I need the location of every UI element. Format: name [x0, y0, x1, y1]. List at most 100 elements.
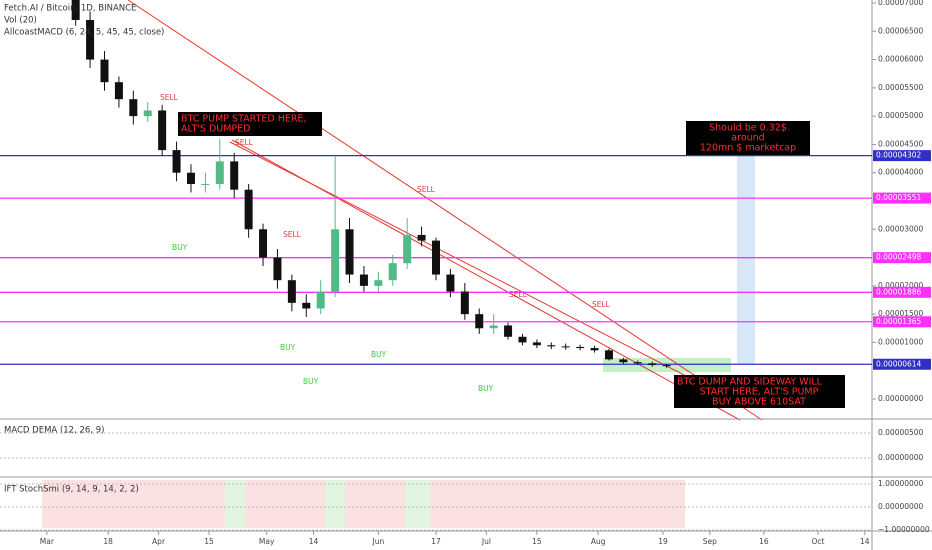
annotation-box	[178, 112, 322, 136]
y-tick-label: 0.00004000	[878, 168, 924, 177]
candle-body	[230, 161, 239, 190]
level-label: 0.00001886	[876, 287, 922, 296]
candle-body	[244, 189, 253, 230]
sell-label: SELL	[417, 185, 436, 194]
x-tick-label: 14	[309, 537, 319, 546]
candle-body	[215, 161, 224, 185]
annotation-text: around	[731, 133, 764, 144]
y-tick-label: 0.00005500	[878, 83, 924, 92]
candle-body	[432, 240, 440, 275]
annotation-text: BUY ABOVE 610SAT	[712, 397, 806, 408]
candle-body	[504, 325, 513, 337]
buy-label: BUY	[371, 350, 387, 359]
trend-line	[229, 141, 691, 379]
trend-line	[127, 0, 763, 421]
x-tick-label: Jul	[481, 537, 491, 546]
level-tag	[873, 192, 931, 204]
y-tick-label: 0.00005000	[878, 111, 924, 120]
stoch-zone-green	[225, 480, 245, 528]
candle-body	[417, 234, 426, 241]
level-tag	[873, 316, 931, 328]
stoch-zone-green	[405, 480, 430, 528]
candle-body	[648, 363, 657, 366]
candle-body	[201, 184, 210, 186]
annotation-box	[674, 375, 845, 408]
annotation-text: BTC DUMP AND SIDEWAY WILL	[677, 377, 823, 388]
candle-body	[374, 280, 383, 286]
candle-body	[489, 325, 498, 329]
y-tick-label: 0.00001000	[878, 337, 924, 346]
candle-body	[561, 346, 570, 348]
candle-body	[547, 345, 556, 347]
pane-title: MACD DEMA (12, 26, 9)	[4, 426, 104, 436]
candle-body	[403, 234, 412, 264]
candle-body	[475, 314, 484, 329]
x-tick-label: Aug	[591, 537, 606, 546]
buy-label: BUY	[172, 243, 188, 252]
level-label: 0.00003551	[876, 193, 922, 202]
candle-body	[604, 350, 613, 360]
pane-tick-label: 0.00000000	[878, 453, 924, 462]
y-tick-label: 0.00007000	[878, 0, 924, 7]
y-tick-label: 0.00006500	[878, 26, 924, 35]
x-tick-label: 17	[431, 537, 441, 546]
x-tick-label: 19	[658, 537, 668, 546]
sell-label: SELL	[283, 230, 302, 239]
annotation-text: BTC PUMP STARTED HERE,	[181, 114, 306, 125]
candle-body	[316, 291, 325, 309]
sell-label: SELL	[235, 138, 254, 147]
candle-body	[576, 346, 585, 349]
indicator-label: Vol (20)	[4, 16, 37, 26]
level-tag	[873, 150, 931, 162]
y-tick-label: 0.00000000	[878, 394, 924, 403]
plot-layer	[0, 0, 872, 368]
x-tick-label: Mar	[40, 537, 55, 546]
candle-body	[388, 263, 397, 281]
pane-title: IFT StochSmi (9, 14, 9, 14, 2, 2)	[4, 485, 139, 495]
candle-body	[100, 59, 109, 83]
level-label: 0.00001365	[876, 317, 922, 326]
annotation-text: Should be 0.32$	[709, 123, 787, 134]
sell-label: SELL	[592, 300, 611, 309]
x-tick-label: Jun	[371, 537, 384, 546]
stoch-zone-green	[325, 480, 345, 528]
candle-body	[172, 150, 181, 173]
level-tag	[873, 252, 931, 264]
x-tick-label: Apr	[152, 537, 166, 546]
level-tag	[873, 358, 931, 370]
sell-label: SELL	[160, 93, 179, 102]
pane-tick-label: 1.00000000	[878, 479, 924, 488]
candle-body	[518, 336, 527, 343]
level-label: 0.00004302	[876, 151, 922, 160]
candle-body	[532, 342, 541, 346]
candle-body	[590, 348, 599, 351]
annotation-text: ALT'S DUMPED	[181, 124, 250, 135]
level-tag	[873, 286, 931, 298]
candle-body	[114, 82, 123, 100]
annotation-text: 120mn $ marketcap	[700, 143, 796, 154]
x-tick-label: 15	[532, 537, 542, 546]
x-tick-label: 15	[204, 537, 214, 546]
pane-tick-label: −1.00000000	[878, 525, 930, 534]
candle-body	[71, 0, 80, 20]
x-tick-label: Sep	[703, 537, 717, 546]
x-tick-label: 14	[860, 537, 870, 546]
candle-body	[302, 302, 311, 309]
chart-title: Fetch.AI / Bitcoin, 1D, BINANCE	[4, 4, 136, 14]
buy-label: BUY	[280, 343, 296, 352]
candle-body	[633, 362, 642, 364]
candle-body	[287, 280, 296, 303]
candle-body	[86, 19, 95, 60]
candle-body	[259, 229, 268, 258]
candle-body	[662, 365, 671, 367]
y-tick-label: 0.00004500	[878, 139, 924, 148]
candle-body	[446, 274, 455, 292]
x-tick-label: 18	[103, 537, 113, 546]
candle-body	[619, 359, 628, 363]
indicator-label: AllcoastMACD (6, 24, 5, 45, 45, close)	[4, 28, 164, 38]
candle-body	[331, 229, 340, 292]
annotation-box	[686, 121, 810, 155]
level-label: 0.00002498	[876, 253, 922, 262]
